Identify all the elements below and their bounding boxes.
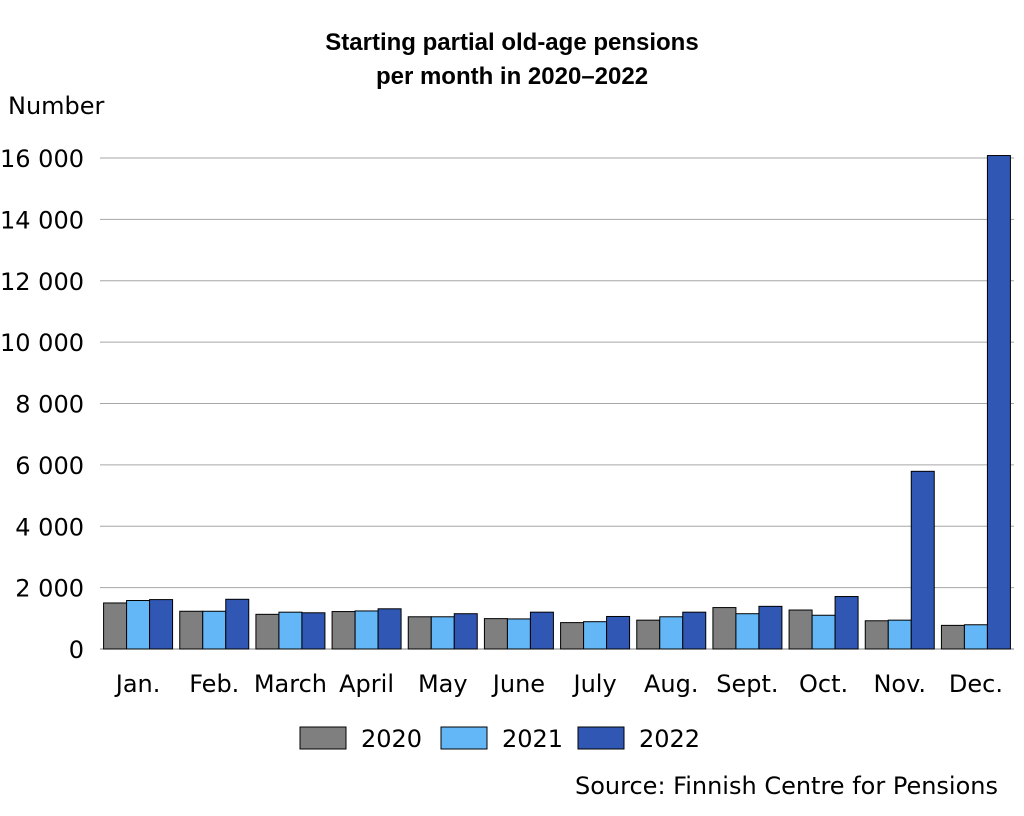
legend-swatch-2020 <box>299 726 347 750</box>
x-tick-label: Feb. <box>189 670 239 698</box>
legend-label-2021: 2021 <box>502 725 563 753</box>
chart-title: Starting partial old-age pensions per mo… <box>0 26 1024 94</box>
bar-2020-sept <box>712 607 737 650</box>
y-tick-label: 10 000 <box>0 329 84 357</box>
y-tick-label: 2 000 <box>15 575 84 603</box>
bar-2021-dec <box>963 624 988 650</box>
bar-2021-april <box>354 610 379 650</box>
bar-2020-dec <box>940 624 965 650</box>
x-tick-label: Sept. <box>716 670 778 698</box>
x-tick-label: July <box>571 670 616 698</box>
bar-2022-march <box>301 612 326 650</box>
y-tick-label: 16 000 <box>0 145 84 173</box>
x-tick-label: June <box>491 670 545 698</box>
bar-2022-sept <box>758 605 783 650</box>
legend: 2020 2021 2022 <box>299 725 700 753</box>
bar-2022-jan <box>149 599 174 650</box>
x-tick-label: Aug. <box>644 670 699 698</box>
chart-title-line-1: Starting partial old-age pensions <box>325 29 699 56</box>
x-tick-label: May <box>418 670 468 698</box>
y-axis-unit-label: Number <box>8 92 105 120</box>
bar-2020-july <box>560 622 585 650</box>
y-tick-label: 12 000 <box>0 268 84 296</box>
bars <box>103 155 1011 650</box>
bar-2020-march <box>255 613 280 650</box>
bar-2022-aug <box>682 611 707 650</box>
bar-2021-aug <box>659 616 684 650</box>
bar-2021-feb <box>202 610 227 650</box>
bar-2020-nov <box>864 620 889 650</box>
x-axis-tick-labels: Jan. Feb. March April May June July Aug. Sept. Oc… <box>114 670 1003 698</box>
bar-2020-april <box>331 611 356 650</box>
chart-title-line-2: per month in 2020–2022 <box>375 63 649 90</box>
y-tick-label: 14 000 <box>0 206 84 234</box>
bar-2022-april <box>377 608 402 650</box>
bar-2021-march <box>278 611 303 650</box>
legend-swatch-2021 <box>440 726 488 750</box>
bar-2020-feb <box>179 610 204 650</box>
bar-2022-feb <box>225 598 250 650</box>
bar-2021-may <box>430 616 455 650</box>
bar-2022-nov <box>910 470 935 650</box>
y-tick-label: 0 <box>69 636 84 664</box>
bar-2021-june <box>506 618 531 650</box>
y-tick-label: 6 000 <box>15 452 84 480</box>
x-tick-label: Dec. <box>949 670 1003 698</box>
bar-2020-may <box>407 616 432 650</box>
bar-2020-aug <box>636 619 661 650</box>
bar-2022-july <box>606 615 631 650</box>
gridlines <box>100 157 1014 650</box>
legend-swatch-2022 <box>577 726 625 750</box>
bar-2021-nov <box>887 619 912 650</box>
source-note: Source: Finnish Centre for Pensions <box>575 772 998 800</box>
bar-2021-sept <box>735 613 760 650</box>
x-tick-label: March <box>254 670 327 698</box>
bar-2020-jan <box>103 602 128 650</box>
bar-2022-oct <box>834 596 859 650</box>
x-tick-label: April <box>339 670 394 698</box>
bar-2020-june <box>483 618 508 650</box>
bar-2021-july <box>583 621 608 650</box>
bar-2022-june <box>529 611 554 650</box>
y-axis-tick-labels: 0 2 000 4 000 6 000 8 000 10 000 12 000 14 000 1… <box>0 145 84 664</box>
bar-2022-may <box>453 613 478 650</box>
x-tick-label: Nov. <box>873 670 926 698</box>
bar-2021-oct <box>811 614 836 650</box>
x-tick-label: Oct. <box>799 670 848 698</box>
y-tick-label: 8 000 <box>15 391 84 419</box>
bar-2022-dec <box>986 155 1011 650</box>
legend-label-2020: 2020 <box>361 725 422 753</box>
legend-label-2022: 2022 <box>639 725 700 753</box>
y-tick-label: 4 000 <box>15 513 84 541</box>
x-tick-label: Jan. <box>114 670 161 698</box>
bar-2020-oct <box>788 609 813 650</box>
bar-2021-jan <box>126 600 151 650</box>
